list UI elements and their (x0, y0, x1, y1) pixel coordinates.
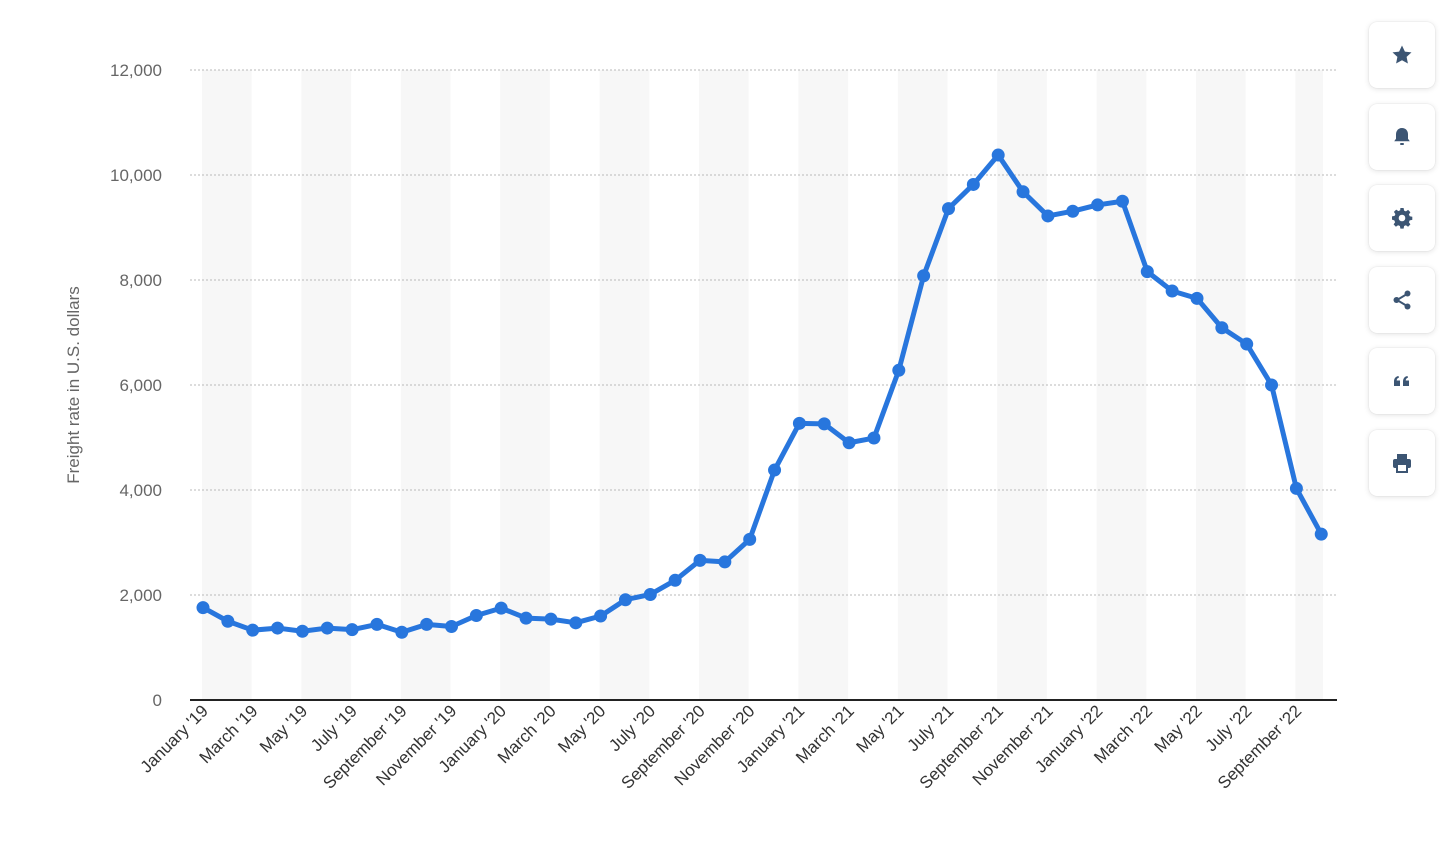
y-tick-label: 0 (153, 691, 162, 710)
data-point (768, 463, 782, 477)
data-point (594, 609, 608, 623)
data-point (1066, 204, 1080, 218)
y-tick-label: 10,000 (110, 166, 162, 185)
line-chart: 0 2,000 4,000 6,000 8,000 10,000 12,000 Januar… (64, 61, 1337, 793)
data-point (469, 608, 483, 622)
data-point (966, 177, 980, 191)
y-tick-label: 2,000 (119, 586, 162, 605)
data-point (668, 573, 682, 587)
grid-lines (190, 69, 1337, 596)
x-tick-label: May '22 (1151, 701, 1206, 756)
share-button[interactable] (1369, 266, 1435, 333)
y-tick-label: 6,000 (119, 376, 162, 395)
data-point (221, 614, 235, 628)
data-point (1115, 194, 1129, 208)
data-point (1165, 284, 1179, 298)
data-point (519, 611, 533, 625)
data-point (1240, 337, 1254, 351)
data-point (892, 363, 906, 377)
data-point (295, 624, 309, 638)
data-point (271, 621, 285, 635)
y-tick-label: 8,000 (119, 271, 162, 290)
share-icon (1393, 290, 1411, 309)
data-point (618, 593, 632, 607)
x-tick-label: January '19 (137, 701, 212, 776)
data-point (370, 617, 384, 631)
notification-button[interactable] (1369, 103, 1435, 170)
data-point (395, 625, 409, 639)
data-point (1140, 265, 1154, 279)
data-point (1016, 185, 1030, 199)
data-point (345, 623, 359, 637)
data-point (445, 620, 458, 633)
chart-area: 0 2,000 4,000 6,000 8,000 10,000 12,000 Januar… (64, 61, 1337, 793)
cite-button[interactable] (1369, 348, 1435, 414)
data-point (743, 532, 757, 546)
data-point (942, 202, 955, 216)
data-point (320, 621, 334, 635)
y-tick-label: 12,000 (110, 61, 162, 80)
series-line (200, 152, 1324, 635)
data-point (817, 417, 831, 431)
quote-icon (1394, 376, 1409, 386)
favorite-button[interactable] (1369, 22, 1435, 88)
data-point (1265, 378, 1279, 392)
chart-toolbar (1369, 22, 1435, 511)
column-band (1196, 70, 1246, 700)
printer-icon (1393, 453, 1411, 473)
data-point (1314, 527, 1328, 541)
bell-icon (1394, 127, 1410, 145)
x-tick-label: May '21 (852, 701, 907, 756)
data-point (718, 555, 732, 569)
data-point (842, 436, 856, 450)
gear-icon (1392, 208, 1413, 229)
data-point (867, 431, 881, 445)
x-tick-label: May '19 (256, 701, 311, 756)
data-point (643, 587, 657, 601)
data-point (196, 601, 210, 615)
y-axis-title: Freight rate in U.S. dollars (64, 286, 83, 483)
star-icon (1392, 45, 1412, 64)
y-axis-ticks: 0 2,000 4,000 6,000 8,000 10,000 12,000 (110, 61, 162, 710)
data-point (1091, 198, 1105, 212)
settings-button[interactable] (1369, 185, 1435, 251)
data-point (1289, 481, 1303, 495)
y-tick-label: 4,000 (119, 481, 162, 500)
data-point (544, 612, 558, 626)
data-point (1190, 291, 1204, 305)
data-point (991, 148, 1005, 162)
x-tick-label: May '20 (554, 701, 609, 756)
data-point (917, 269, 931, 283)
series-freight-rate (196, 148, 1328, 639)
print-button[interactable] (1369, 429, 1435, 496)
data-point (246, 623, 260, 637)
data-point (569, 616, 583, 630)
data-point (792, 416, 806, 430)
data-point (494, 601, 508, 615)
data-point (1041, 209, 1055, 223)
data-point (693, 553, 707, 567)
data-point (1215, 321, 1229, 335)
data-point (420, 617, 434, 631)
column-band (500, 70, 550, 700)
